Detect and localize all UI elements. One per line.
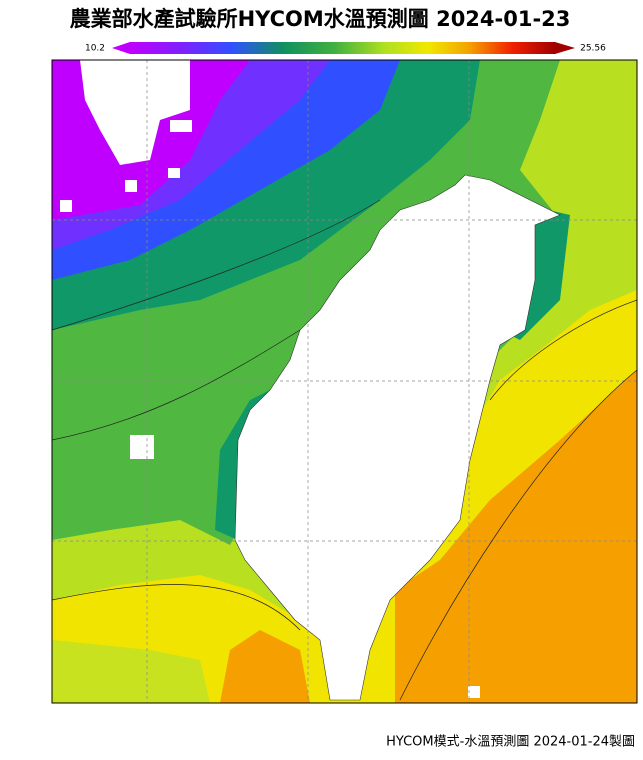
colorbar: 10.2 25.56 bbox=[85, 42, 606, 54]
footer: HYCOM模式-水溫預測圖 2024-01-24製圖 bbox=[386, 735, 635, 750]
colorbar-max: 25.56 bbox=[580, 44, 606, 54]
title: 農業部水產試驗所HYCOM水溫預測圖 2024-01-23 bbox=[70, 7, 571, 31]
sst-map bbox=[52, 60, 637, 703]
map-frame bbox=[51, 59, 638, 704]
colorbar-min: 10.2 bbox=[85, 44, 105, 54]
